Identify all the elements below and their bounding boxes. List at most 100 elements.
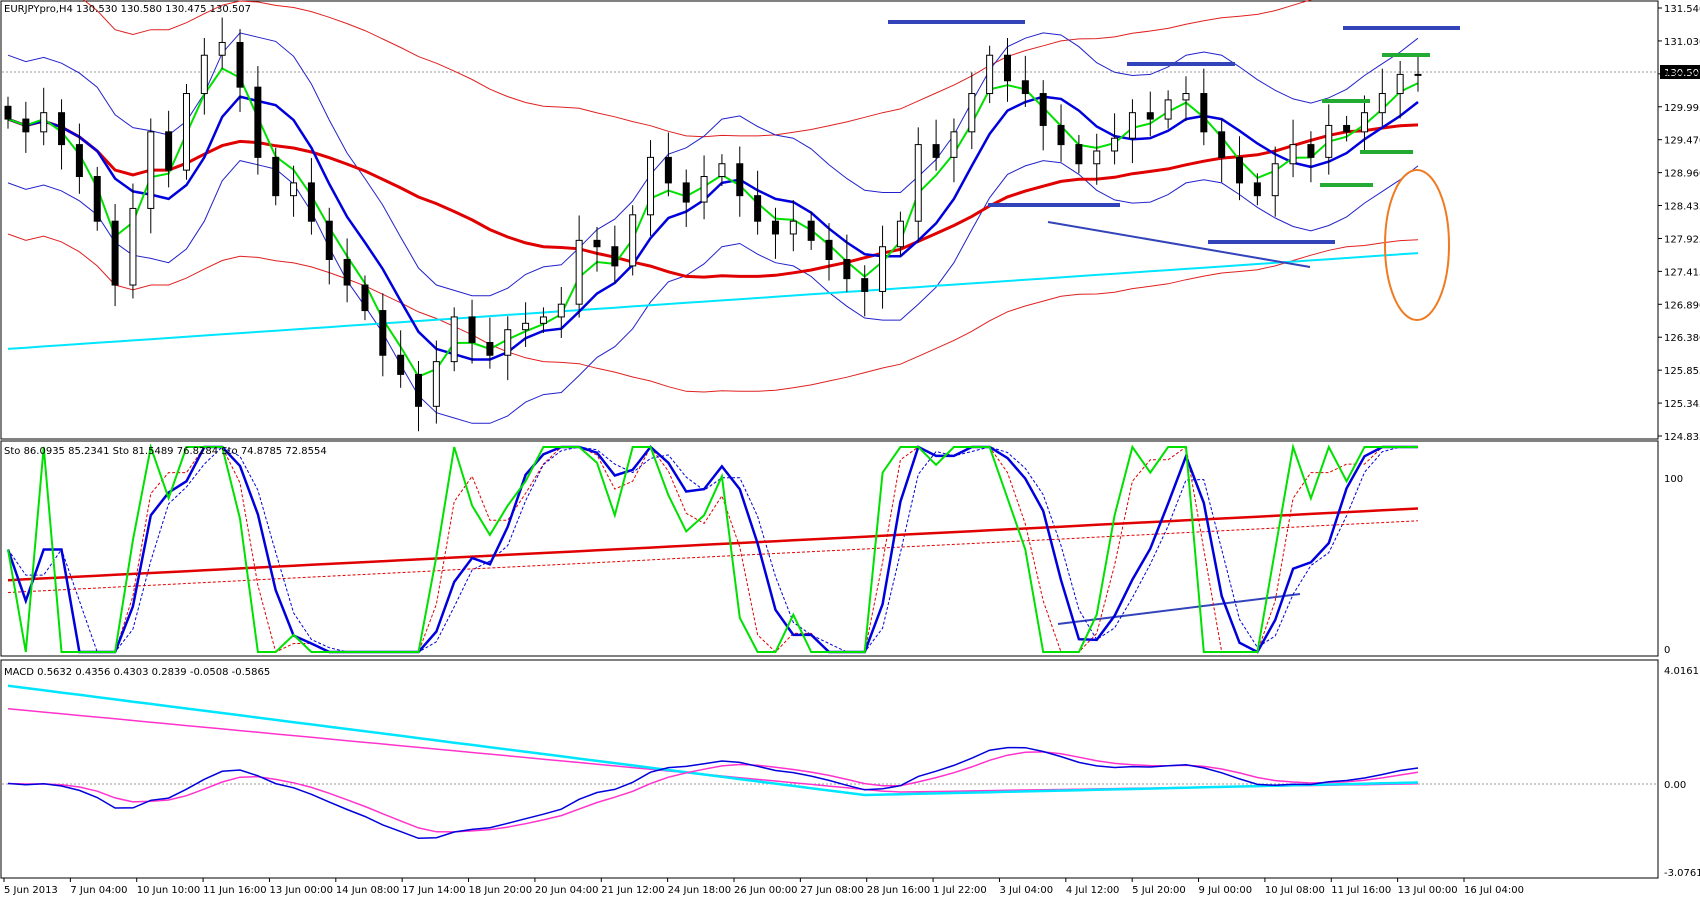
- candle-body: [1164, 99, 1172, 120]
- price-tick-label: 126.890: [1664, 300, 1700, 311]
- candle-body: [843, 259, 851, 280]
- stoch-slow-signal: [7, 520, 1419, 593]
- candle-body: [1075, 144, 1083, 165]
- macd-lines: [7, 684, 1419, 840]
- time-tick-label: 7 Jun 04:00: [70, 885, 127, 896]
- current-price-label: 130.507: [1664, 68, 1700, 79]
- candle-body: [468, 316, 476, 343]
- time-tick-label: 17 Jun 14:00: [402, 885, 466, 896]
- candle-body: [914, 144, 922, 222]
- upper-envelope-line: [83, 0, 1313, 138]
- candle-body: [504, 329, 512, 356]
- stoch-mid-signal: [7, 446, 1418, 653]
- candle-body: [1271, 163, 1279, 197]
- slow-ma-line: [7, 117, 1419, 279]
- price-tick-label: 131.540: [1664, 4, 1700, 15]
- time-tick-label: 4 Jul 12:00: [1066, 885, 1120, 896]
- candle-body: [1253, 182, 1261, 197]
- candle-body: [1021, 80, 1029, 95]
- candle-body: [950, 131, 958, 158]
- candle-body: [379, 310, 387, 356]
- candle-body: [700, 176, 708, 203]
- time-tick-label: 5 Jun 2013: [4, 885, 58, 896]
- candle-body: [272, 156, 280, 197]
- price-tick-label: 127.925: [1664, 234, 1700, 245]
- candle-body: [415, 373, 423, 407]
- time-tick-label: 11 Jun 16:00: [203, 885, 267, 896]
- candle-body: [93, 176, 101, 222]
- stoch-mid-line: [6, 445, 1418, 654]
- highlight-ellipse: [1384, 169, 1450, 321]
- upper-band-line: [7, 32, 1419, 297]
- time-tick-label: 21 Jun 12:00: [601, 885, 665, 896]
- candle-body: [1057, 124, 1065, 146]
- candle-body: [40, 112, 48, 133]
- candle-body: [236, 41, 244, 88]
- macd-tick-label: -3.0761: [1664, 868, 1700, 879]
- candle-body: [290, 182, 298, 197]
- candle-body: [986, 54, 994, 95]
- candle-body: [1218, 131, 1226, 158]
- candle-body: [593, 239, 601, 248]
- time-tick-label: 20 Jun 04:00: [535, 885, 599, 896]
- stoch-fast-signal: [7, 446, 1418, 653]
- candle-body: [718, 163, 726, 178]
- candle-body: [254, 86, 262, 158]
- candle-body: [182, 93, 190, 171]
- price-tick-label: 128.435: [1664, 202, 1700, 213]
- price-panel-header: EURJPYpro,H4 130.530 130.580 130.475 130…: [4, 4, 251, 15]
- price-tick-label: 125.855: [1664, 366, 1700, 377]
- candle-body: [111, 220, 119, 286]
- candle-body: [1003, 54, 1011, 82]
- candle-body: [397, 354, 405, 375]
- candle-body: [343, 259, 351, 286]
- candle-body: [165, 131, 173, 171]
- stoch-trend-line: [1057, 593, 1301, 625]
- candle-body: [1182, 93, 1190, 101]
- candle-body: [361, 284, 369, 312]
- candle-body: [486, 341, 494, 356]
- stochastic-lines: [6, 443, 1419, 654]
- trend-line: [1047, 221, 1311, 268]
- candle-body: [575, 239, 583, 305]
- candle-body: [896, 220, 904, 248]
- stoch-tick-label: 0: [1664, 645, 1670, 656]
- candle-body: [789, 220, 797, 235]
- macd-panel-header: MACD 0.5632 0.4356 0.4303 0.2839 -0.0508…: [4, 667, 270, 678]
- time-tick-label: 14 Jun 08:00: [336, 885, 400, 896]
- candle-body: [861, 278, 869, 292]
- candle-body: [450, 316, 458, 363]
- time-tick-label: 28 Jun 16:00: [867, 885, 931, 896]
- candle-body: [968, 93, 976, 133]
- stoch-panel-header: Sto 86.0935 85.2341 Sto 81.5489 76.8284 …: [4, 446, 327, 457]
- candle-body: [522, 322, 530, 331]
- time-tick-label: 13 Jun 00:00: [269, 885, 333, 896]
- stoch-tick-label: 100: [1664, 474, 1683, 485]
- time-tick-label: 13 Jul 00:00: [1398, 885, 1458, 896]
- candle-body: [1343, 124, 1351, 133]
- price-tick-label: 124.835: [1664, 432, 1700, 443]
- candle-body: [879, 246, 887, 292]
- candle-body: [58, 112, 66, 146]
- candle-body: [754, 195, 762, 222]
- candle-body: [200, 54, 208, 95]
- candle-body: [771, 220, 779, 235]
- macd-tick-label: 4.0161: [1664, 666, 1699, 677]
- candle-body: [1360, 112, 1368, 133]
- candle-body: [1396, 73, 1404, 95]
- candle-body: [557, 303, 565, 318]
- macd-long-line: [7, 684, 1419, 797]
- time-tick-label: 16 Jul 04:00: [1464, 885, 1524, 896]
- candle-body: [1039, 93, 1047, 126]
- candle-body: [647, 156, 655, 216]
- candle-body: [1378, 93, 1386, 114]
- price-tick-label: 127.415: [1664, 267, 1700, 278]
- candle-body: [736, 163, 744, 197]
- macd-axis: 4.0161 0.00 -3.0761: [1664, 666, 1700, 879]
- stoch-panel-frame: [0, 440, 1659, 657]
- candle-body: [1236, 156, 1244, 184]
- candle-body: [147, 131, 155, 209]
- time-tick-label: 24 Jun 18:00: [668, 885, 732, 896]
- candle-body: [129, 207, 137, 286]
- price-tick-label: 125.345: [1664, 399, 1700, 410]
